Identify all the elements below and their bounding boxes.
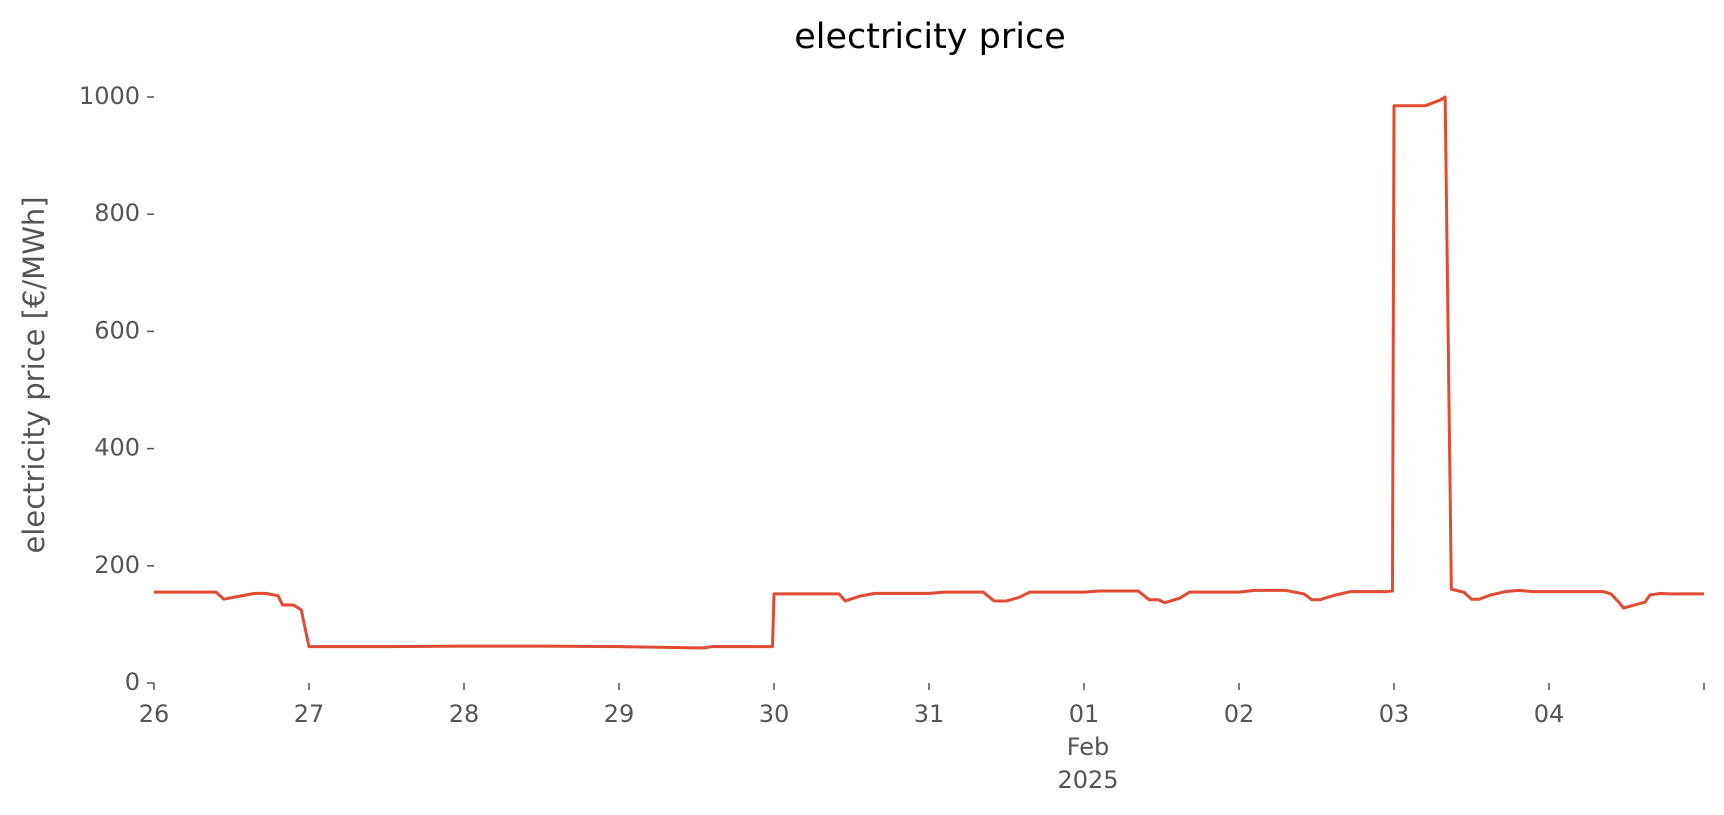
x-tick-label: 01 xyxy=(1069,700,1100,728)
y-tick-label: 800 xyxy=(94,199,140,227)
y-tick-label: 400 xyxy=(94,434,140,462)
x-tick-label: 03 xyxy=(1379,700,1410,728)
x-tick-label: 27 xyxy=(294,700,325,728)
chart-title: electricity price xyxy=(794,17,1066,57)
x-tick-label: 02 xyxy=(1224,700,1255,728)
y-tick-label: 600 xyxy=(94,316,140,344)
y-tick-label: 0 xyxy=(125,668,140,696)
x-tick-label: 26 xyxy=(139,700,170,728)
x-tick-label: 29 xyxy=(604,700,635,728)
y-tick-label: 1000 xyxy=(79,82,140,110)
x-tick-label: 30 xyxy=(759,700,790,728)
x-tick-label: 04 xyxy=(1534,700,1565,728)
price-line xyxy=(154,95,1704,650)
x-tick-label: 31 xyxy=(914,700,945,728)
year-label: 2025 xyxy=(1057,766,1118,794)
x-tick-label: 28 xyxy=(449,700,480,728)
y-axis-label: electricity price [€/MWh] xyxy=(17,196,51,553)
y-tick-label: 200 xyxy=(94,551,140,579)
month-label: Feb xyxy=(1067,733,1110,761)
